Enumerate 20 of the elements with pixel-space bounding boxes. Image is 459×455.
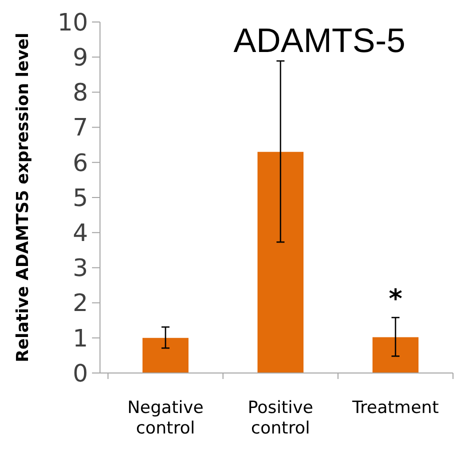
x-tick-label: Negative control (127, 398, 204, 438)
y-tick-label: 1 (72, 324, 88, 352)
chart-title: ADAMTS-5 (234, 22, 406, 60)
y-tick-label: 9 (72, 44, 88, 72)
y-tick-label: 3 (72, 254, 88, 282)
bar (142, 338, 188, 373)
y-tick-label: 0 (72, 359, 88, 388)
y-tick-label: 2 (72, 289, 88, 318)
bar (258, 152, 304, 373)
y-tick-label: 8 (72, 78, 88, 107)
y-tick-label: 4 (72, 219, 88, 247)
x-tick-label: Positive control (248, 398, 314, 438)
bar (372, 337, 418, 373)
annotation: * (388, 284, 403, 315)
y-tick-label: 6 (72, 148, 88, 177)
y-tick-label: 7 (72, 114, 88, 142)
y-axis-title: Relative ADAMTS5 expression level (13, 32, 32, 362)
x-tick-label: Treatment (351, 398, 440, 418)
y-tick-label: 10 (57, 8, 88, 36)
y-tick-label: 5 (72, 184, 88, 212)
